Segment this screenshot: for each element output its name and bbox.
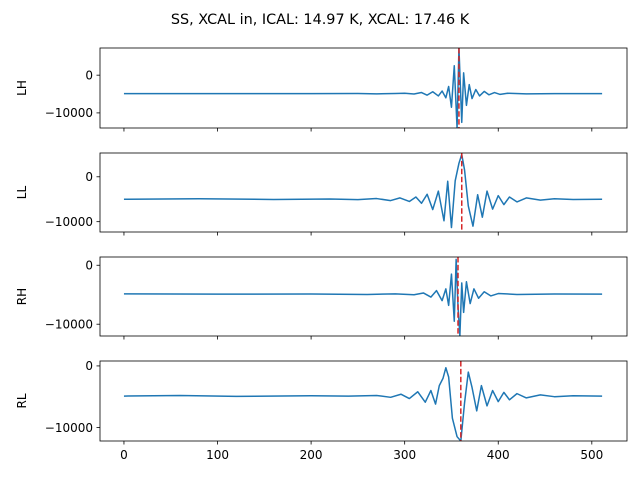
axes-frame — [99, 47, 628, 129]
y-tick-label: −10000 — [45, 421, 93, 435]
axes-frame — [99, 360, 628, 442]
y-axis-label: LH — [15, 80, 29, 96]
series-line — [123, 153, 603, 229]
axes-frame — [99, 152, 628, 233]
y-tick-label: −10000 — [45, 215, 93, 229]
subplot-lh: 0 −10000 LH — [15, 47, 628, 132]
x-tick-label: 200 — [300, 448, 323, 462]
subplot-rl: 0 −10000 0 100 200 300 400 500 RL — [15, 359, 628, 462]
y-tick-label: 0 — [85, 170, 93, 184]
series-line — [123, 48, 603, 128]
y-tick-label: 0 — [85, 259, 93, 273]
axes-frame — [99, 256, 628, 337]
y-tick-label: 0 — [85, 68, 93, 82]
figure-title: SS, XCAL in, ICAL: 14.97 K, XCAL: 17.46 … — [171, 12, 470, 28]
y-axis-label: RH — [15, 288, 29, 305]
y-tick-label: −10000 — [45, 106, 93, 120]
y-tick-label: −10000 — [45, 318, 93, 332]
x-tick-label: 300 — [393, 448, 416, 462]
subplot-ll: 0 −10000 LL — [15, 152, 628, 236]
series-line — [123, 258, 603, 336]
x-tick-label: 500 — [580, 448, 603, 462]
series-line — [123, 367, 603, 441]
subplot-rh: 0 −10000 RH — [15, 256, 628, 340]
x-tick-label: 0 — [120, 448, 128, 462]
x-tick-label: 100 — [206, 448, 229, 462]
y-tick-label: 0 — [85, 359, 93, 373]
y-axis-label: RL — [15, 393, 29, 408]
y-axis-label: LL — [15, 186, 29, 200]
x-tick-label: 400 — [487, 448, 510, 462]
subplots: 0 −10000 LH 0 −10000 LL 0 −10000 RH 0 −10000 0 100 20… — [15, 47, 628, 462]
